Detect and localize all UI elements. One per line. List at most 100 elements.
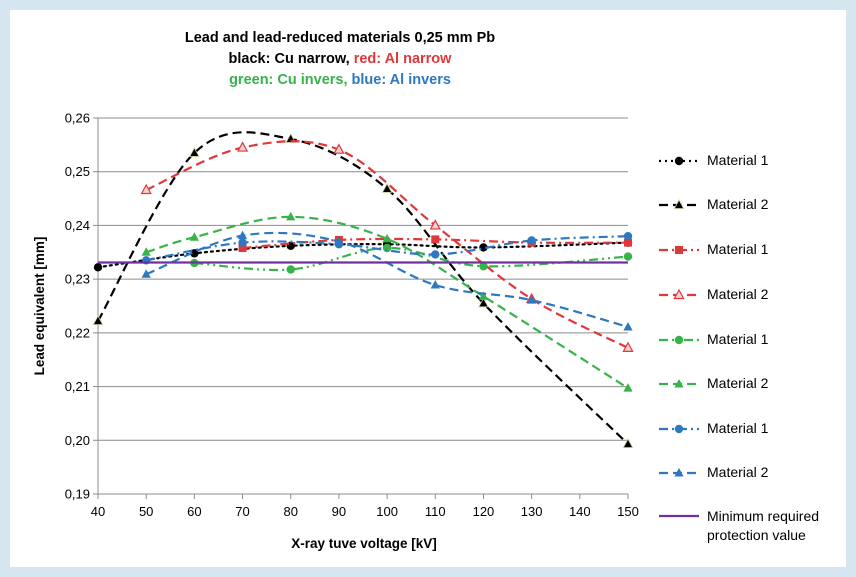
data-point	[623, 252, 633, 261]
x-tick-label: 70	[235, 504, 249, 519]
series-line	[194, 246, 629, 272]
data-point	[429, 219, 441, 230]
data-point	[430, 280, 440, 289]
legend-swatch	[659, 514, 699, 518]
data-point	[333, 143, 345, 154]
data-point	[286, 265, 295, 274]
legend-item: Material 2	[655, 373, 850, 395]
legend-item: Material 1	[655, 150, 850, 172]
legend-label: Material 2	[707, 375, 769, 391]
axes	[93, 117, 629, 499]
y-tick-label: 0,21	[65, 379, 90, 394]
data-point	[479, 262, 488, 271]
y-tick-label: 0,25	[65, 164, 90, 179]
legend-swatch	[659, 335, 699, 345]
legend-marker	[674, 156, 684, 166]
x-tick-label: 60	[187, 504, 201, 519]
y-axis-title: Lead equivalent [mm]	[32, 237, 47, 376]
data-point	[286, 211, 296, 221]
data-point	[238, 243, 247, 252]
y-tick-label: 0,24	[65, 218, 90, 233]
legend-marker	[674, 379, 684, 388]
legend-item: Material 2	[655, 462, 850, 484]
legend-label: Material 2	[707, 464, 769, 480]
x-tick-label: 100	[376, 504, 398, 519]
legend-item: Material 2	[655, 284, 850, 306]
data-point	[382, 233, 392, 243]
series-line	[145, 235, 629, 262]
data-point	[381, 183, 393, 193]
legend-label: Material 2	[707, 286, 769, 302]
data-point	[623, 231, 633, 241]
data-point	[189, 147, 200, 157]
y-tick-label: 0,19	[65, 487, 90, 502]
legend-swatch	[659, 246, 699, 254]
y-tick-label: 0,20	[65, 433, 90, 448]
title-line-2: black: Cu narrow, red: Al narrow	[0, 49, 680, 70]
data-point	[431, 235, 440, 244]
chart-title: Lead and lead-reduced materials 0,25 mm …	[0, 28, 680, 91]
x-tick-label: 40	[91, 504, 105, 519]
series-line	[96, 241, 630, 269]
data-point	[140, 183, 152, 195]
x-tick-label: 90	[332, 504, 346, 519]
y-tick-label: 0,26	[65, 111, 90, 126]
data-point	[237, 230, 248, 240]
x-axis-title: X-ray tuve voltage [kV]	[291, 536, 437, 551]
y-tick-label: 0,23	[65, 272, 90, 287]
legend-item: Material 1	[655, 418, 850, 440]
data-point	[93, 263, 103, 272]
data-point	[527, 236, 536, 245]
title-line-3: green: Cu invers, blue: Al invers	[0, 70, 680, 91]
legend-label: Material 1	[707, 331, 769, 347]
data-point	[236, 141, 249, 152]
legend-swatch	[659, 424, 699, 434]
data-point	[623, 321, 633, 331]
title-black-label: black: Cu narrow,	[228, 51, 354, 67]
legend-label: Material 2	[707, 196, 769, 212]
data-point	[92, 315, 104, 325]
x-tick-label: 130	[521, 504, 543, 519]
title-text: Lead and lead-reduced materials 0,25 mm …	[184, 30, 496, 46]
y-tick-label: 0,22	[65, 325, 90, 340]
data-point	[334, 236, 344, 246]
tick-labels: 0,19 0,20 0,21 0,22 0,23 0,24 0,25 0,26 40 50 60 70…	[65, 111, 639, 520]
data-point	[190, 249, 199, 258]
x-tick-label: 80	[283, 504, 297, 519]
data-point	[527, 295, 537, 304]
data-point	[238, 238, 247, 247]
series-line	[97, 131, 629, 445]
legend-marker	[674, 335, 684, 345]
x-tick-label: 140	[569, 504, 591, 519]
title-line-1: Lead and lead-reduced materials 0,25 mm …	[0, 28, 680, 49]
title-green-label: green: Cu invers,	[229, 72, 352, 88]
series-1	[92, 131, 634, 448]
x-tick-label: 120	[473, 504, 495, 519]
legend-item: Minimum required protection value	[655, 507, 850, 543]
legend-item: Material 2	[655, 194, 850, 216]
legend-swatch	[659, 379, 699, 388]
legend-item: Material 1	[655, 239, 850, 261]
series-5	[141, 211, 633, 392]
data-point	[189, 232, 199, 241]
data-point	[622, 438, 634, 448]
legend-marker	[673, 288, 685, 300]
legend-label: Material 1	[707, 420, 769, 436]
data-point	[141, 269, 151, 278]
legend-swatch	[659, 288, 699, 300]
legend-item: Material 1	[655, 329, 850, 351]
data-point	[622, 341, 634, 352]
legend-marker	[674, 468, 684, 477]
title-blue-label: blue: Al invers	[351, 72, 451, 88]
legend-label: Material 1	[707, 241, 769, 257]
series-line	[145, 140, 629, 349]
legend-marker	[675, 246, 683, 254]
series-group	[92, 131, 634, 448]
x-tick-label: 110	[425, 504, 446, 519]
legend-label: Minimum required protection value	[707, 508, 820, 543]
data-point	[623, 383, 633, 392]
legend-swatch	[659, 199, 699, 209]
legend-swatch	[659, 156, 699, 166]
